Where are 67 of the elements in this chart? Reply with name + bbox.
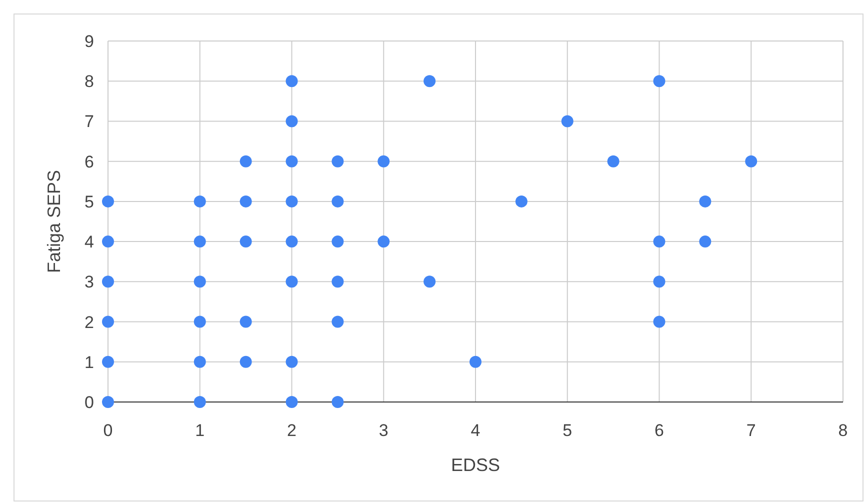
x-tick-label: 2 — [287, 421, 296, 440]
point — [607, 155, 620, 168]
point — [378, 155, 390, 168]
x-tick-label: 3 — [378, 421, 388, 440]
y-tick-label: 9 — [84, 32, 94, 51]
point — [286, 276, 298, 288]
x-tick-label: 0 — [103, 421, 113, 440]
point — [653, 75, 666, 88]
point — [332, 195, 344, 208]
point — [240, 316, 252, 328]
point — [240, 195, 252, 208]
x-tick-label: 1 — [195, 421, 205, 440]
point — [286, 115, 298, 128]
x-tick-label: 4 — [470, 421, 480, 440]
point — [470, 356, 482, 368]
point — [194, 356, 206, 368]
point — [102, 356, 114, 368]
x-axis-title: EDSS — [450, 455, 500, 475]
x-tick-label: 6 — [654, 421, 664, 440]
y-tick-label: 5 — [84, 192, 94, 212]
point — [332, 316, 344, 328]
point — [653, 236, 666, 248]
point — [102, 316, 114, 328]
y-tick-label: 3 — [84, 272, 94, 292]
point — [378, 236, 390, 248]
y-tick-label: 7 — [84, 112, 94, 132]
point — [194, 316, 206, 328]
point — [286, 155, 298, 168]
point — [194, 195, 206, 208]
y-tick-label: 8 — [84, 72, 94, 92]
point — [194, 276, 206, 288]
point — [194, 396, 206, 408]
point — [653, 316, 666, 328]
point — [699, 195, 712, 208]
y-tick-label: 6 — [84, 152, 94, 172]
point — [286, 236, 298, 248]
point — [240, 236, 252, 248]
point — [653, 276, 666, 288]
point — [194, 236, 206, 248]
y-axis-title: Fatiga SEPS — [44, 170, 64, 274]
point — [286, 396, 298, 408]
x-tick-label: 5 — [562, 421, 572, 440]
point — [240, 155, 252, 168]
point — [424, 276, 436, 288]
point — [286, 356, 298, 368]
point — [424, 75, 436, 88]
y-tick-label: 0 — [84, 393, 94, 412]
point — [240, 356, 252, 368]
point — [745, 155, 758, 168]
point — [332, 396, 344, 408]
y-tick-label: 4 — [84, 232, 94, 252]
y-tick-label: 2 — [84, 312, 94, 332]
point — [332, 155, 344, 168]
x-tick-label: 7 — [746, 421, 756, 440]
y-tick-label: 1 — [84, 352, 94, 372]
point — [102, 195, 114, 208]
point — [102, 276, 114, 288]
point — [515, 195, 528, 208]
point — [332, 236, 344, 248]
point — [286, 75, 298, 88]
point — [102, 236, 114, 248]
point — [286, 195, 298, 208]
point — [332, 276, 344, 288]
point — [699, 236, 712, 248]
point — [102, 396, 114, 408]
x-tick-label: 8 — [838, 421, 848, 440]
point — [561, 115, 574, 128]
